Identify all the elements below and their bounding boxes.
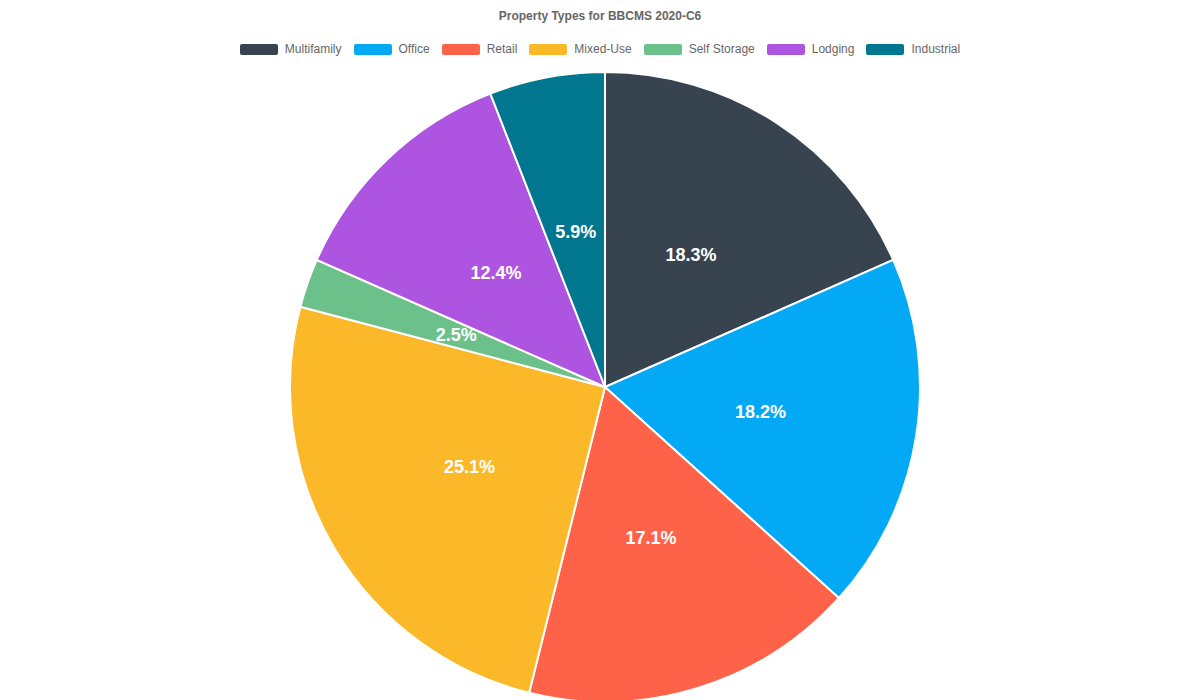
svg-text:2.5%: 2.5% bbox=[436, 325, 477, 345]
html-text:Multifamily: Multifamily bbox=[284, 42, 342, 56]
svg-text:25.1%: 25.1% bbox=[444, 457, 495, 477]
html-text:Office: Office bbox=[398, 42, 430, 56]
html-text:Self Storage: Self Storage bbox=[688, 42, 755, 56]
html-text:Industrial: Industrial bbox=[911, 42, 961, 56]
svg-text:18.2%: 18.2% bbox=[735, 402, 786, 422]
svg-text:12.4%: 12.4% bbox=[471, 263, 522, 283]
html-text:Property Types for BBCMS 2020-: Property Types for BBCMS 2020-C6 bbox=[498, 9, 702, 23]
svg-text:5.9%: 5.9% bbox=[555, 222, 596, 242]
svg-text:17.1%: 17.1% bbox=[626, 528, 677, 548]
html-text:Lodging: Lodging bbox=[811, 42, 855, 56]
svg-text:18.3%: 18.3% bbox=[666, 245, 717, 265]
html-text:Mixed-Use: Mixed-Use bbox=[574, 42, 632, 56]
html-text:Retail: Retail bbox=[486, 42, 518, 56]
